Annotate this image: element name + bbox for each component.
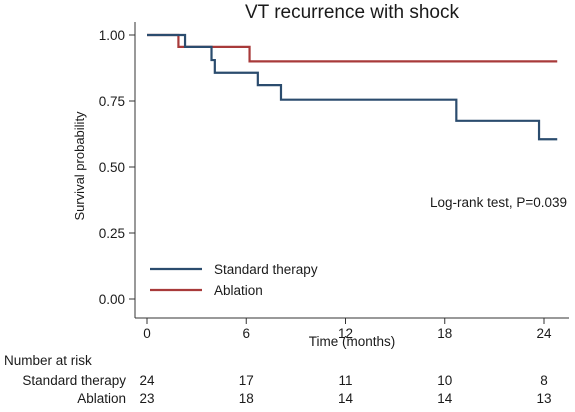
- risk-values: 24 17 11 10 8 23 18 14 14 13: [139, 373, 551, 406]
- risk-value-r1-c0: 23: [139, 391, 154, 406]
- legend: Standard therapy Ablation: [150, 262, 318, 298]
- y-tick-label-2: 0.50: [99, 160, 125, 175]
- y-tick-label-0: 0.00: [99, 292, 125, 307]
- risk-table-title: Number at risk: [4, 353, 92, 368]
- risk-value-r1-c1: 18: [239, 391, 254, 406]
- risk-value-r0-c0: 24: [139, 373, 155, 388]
- x-tick-label-0: 0: [143, 326, 151, 341]
- annotation-logrank: Log-rank test, P=0.039: [430, 195, 567, 210]
- y-tick-label-4: 1.00: [99, 28, 125, 43]
- x-tick-label-2: 12: [338, 326, 353, 341]
- risk-value-r1-c2: 14: [338, 391, 354, 406]
- risk-row-label-ablation: Ablation: [77, 391, 126, 406]
- y-axis-ticks: 0.00 0.25 0.50 0.75 1.00: [99, 28, 135, 307]
- plot-area: [135, 22, 569, 318]
- legend-label-standard: Standard therapy: [214, 262, 318, 277]
- risk-row-label-standard: Standard therapy: [22, 373, 126, 388]
- x-tick-label-1: 6: [242, 326, 250, 341]
- risk-value-r0-c1: 17: [239, 373, 254, 388]
- y-tick-label-3: 0.75: [99, 94, 125, 109]
- series-layer: [147, 33, 558, 141]
- risk-value-r0-c4: 8: [540, 373, 548, 388]
- y-axis-label: Survival probability: [72, 111, 87, 221]
- y-tick-label-1: 0.25: [99, 226, 125, 241]
- chart-title: VT recurrence with shock: [245, 2, 460, 23]
- risk-table: Number at risk Standard therapy Ablation…: [4, 353, 552, 406]
- x-axis-ticks: 0 6 12 18 24: [143, 318, 552, 341]
- series-line-standard-therapy: [147, 33, 558, 141]
- legend-label-ablation: Ablation: [214, 283, 263, 298]
- risk-value-r0-c2: 11: [338, 373, 352, 388]
- risk-value-r0-c3: 10: [437, 373, 452, 388]
- x-axis-label: Time (months): [309, 334, 396, 349]
- x-tick-label-3: 18: [437, 326, 452, 341]
- x-tick-label-4: 24: [536, 326, 552, 341]
- risk-value-r1-c3: 14: [437, 391, 453, 406]
- risk-value-r1-c4: 13: [536, 391, 551, 406]
